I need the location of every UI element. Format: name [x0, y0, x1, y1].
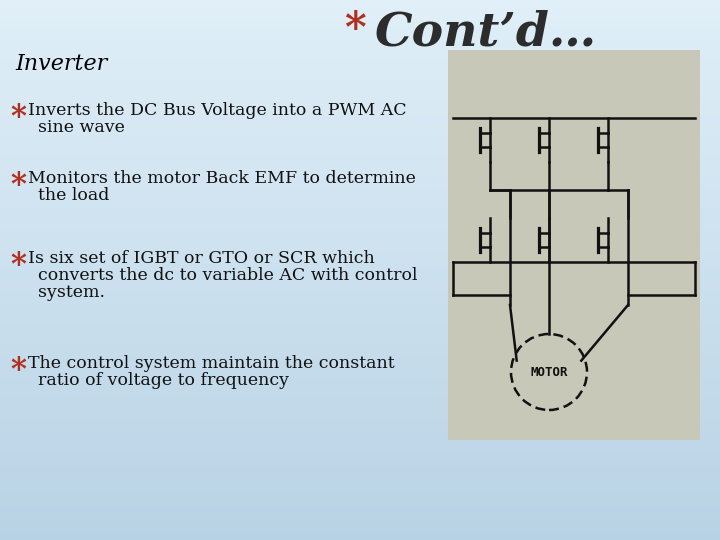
- Bar: [0, 47, 720, 54]
- Bar: [0, 94, 720, 102]
- Bar: [0, 128, 720, 135]
- Bar: [0, 102, 720, 108]
- Bar: [0, 222, 720, 230]
- Text: Is six set of IGBT or GTO or SCR which: Is six set of IGBT or GTO or SCR which: [28, 250, 374, 267]
- Bar: [0, 345, 720, 351]
- Bar: [0, 115, 720, 122]
- Bar: [0, 243, 720, 249]
- Bar: [0, 426, 720, 432]
- Bar: [0, 384, 720, 391]
- Text: Cont’d…: Cont’d…: [375, 9, 597, 55]
- Bar: [0, 237, 720, 243]
- Bar: [0, 183, 720, 189]
- Bar: [0, 195, 720, 202]
- Bar: [0, 33, 720, 40]
- Bar: [0, 189, 720, 195]
- Bar: [0, 330, 720, 338]
- Bar: [0, 324, 720, 330]
- Bar: [0, 486, 720, 492]
- Bar: [0, 418, 720, 426]
- Bar: [0, 202, 720, 209]
- Bar: [0, 297, 720, 303]
- Text: *: *: [10, 102, 26, 133]
- Bar: [0, 453, 720, 459]
- Bar: [0, 432, 720, 438]
- Bar: [0, 148, 720, 156]
- Bar: [0, 338, 720, 345]
- Bar: [0, 480, 720, 486]
- Bar: [0, 357, 720, 364]
- Bar: [0, 135, 720, 141]
- Bar: [0, 81, 720, 87]
- Bar: [0, 162, 720, 168]
- Bar: [0, 317, 720, 324]
- Bar: [0, 465, 720, 472]
- Bar: [0, 87, 720, 94]
- Bar: [0, 364, 720, 372]
- Bar: [0, 209, 720, 216]
- Bar: [0, 472, 720, 480]
- Text: *: *: [10, 355, 26, 386]
- Bar: [0, 459, 720, 465]
- Bar: [0, 405, 720, 411]
- Text: system.: system.: [38, 284, 105, 301]
- Bar: [0, 14, 720, 20]
- Bar: [0, 60, 720, 68]
- Bar: [0, 446, 720, 453]
- Bar: [0, 276, 720, 284]
- Bar: [0, 351, 720, 357]
- Bar: [0, 438, 720, 445]
- Bar: [0, 68, 720, 74]
- Text: ratio of voltage to frequency: ratio of voltage to frequency: [38, 372, 289, 389]
- Bar: [0, 392, 720, 399]
- Bar: [0, 256, 720, 263]
- Bar: [448, 50, 700, 440]
- Bar: [0, 54, 720, 60]
- Bar: [0, 526, 720, 534]
- Bar: [0, 74, 720, 81]
- Bar: [0, 284, 720, 291]
- Text: sine wave: sine wave: [38, 119, 125, 136]
- Bar: [0, 168, 720, 176]
- Bar: [0, 291, 720, 297]
- Bar: [0, 303, 720, 310]
- Bar: [0, 519, 720, 526]
- Text: The control system maintain the constant: The control system maintain the constant: [28, 355, 395, 372]
- Text: Inverter: Inverter: [15, 53, 107, 75]
- Bar: [0, 378, 720, 384]
- Bar: [0, 507, 720, 513]
- Bar: [0, 263, 720, 270]
- Text: converts the dc to variable AC with control: converts the dc to variable AC with cont…: [38, 267, 418, 284]
- Text: *: *: [10, 170, 26, 201]
- Bar: [0, 156, 720, 162]
- Bar: [0, 216, 720, 222]
- Bar: [0, 176, 720, 183]
- Bar: [0, 310, 720, 317]
- Bar: [0, 230, 720, 237]
- Text: Monitors the motor Back EMF to determine: Monitors the motor Back EMF to determine: [28, 170, 416, 187]
- Text: *: *: [344, 9, 366, 51]
- Bar: [0, 411, 720, 418]
- Bar: [0, 249, 720, 256]
- Bar: [0, 27, 720, 33]
- Bar: [0, 20, 720, 27]
- Bar: [0, 270, 720, 276]
- Bar: [0, 40, 720, 47]
- Bar: [0, 492, 720, 500]
- Bar: [0, 399, 720, 405]
- Bar: [0, 141, 720, 149]
- Bar: [0, 500, 720, 507]
- Bar: [0, 6, 720, 14]
- Text: the load: the load: [38, 187, 109, 204]
- Bar: [0, 372, 720, 378]
- Text: *: *: [10, 250, 26, 281]
- Bar: [0, 534, 720, 540]
- Text: MOTOR: MOTOR: [530, 366, 568, 379]
- Bar: [0, 0, 720, 6]
- Bar: [0, 122, 720, 128]
- Bar: [0, 513, 720, 519]
- Text: Inverts the DC Bus Voltage into a PWM AC: Inverts the DC Bus Voltage into a PWM AC: [28, 102, 407, 119]
- Bar: [0, 108, 720, 115]
